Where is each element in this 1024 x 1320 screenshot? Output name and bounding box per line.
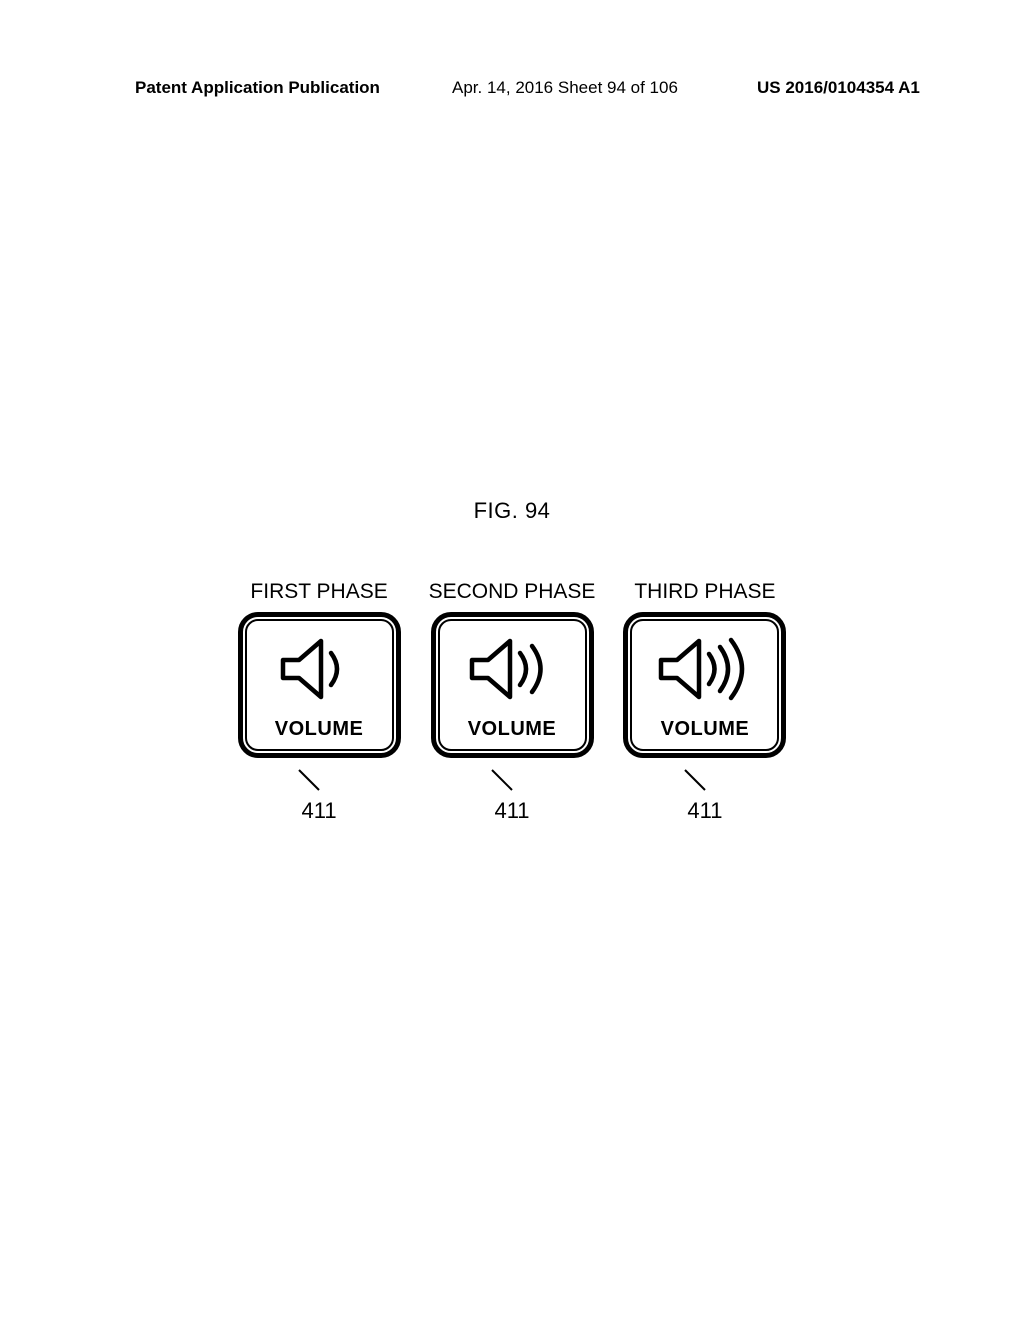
callout-2: 411 (482, 768, 542, 824)
callout-1: 411 (289, 768, 349, 824)
refnum-1: 411 (302, 798, 337, 824)
phase-title-3: THIRD PHASE (634, 580, 775, 604)
phase-col-1: FIRST PHASE VOLUME 411 (238, 580, 401, 824)
figure-label: FIG. 94 (0, 498, 1024, 524)
volume-label-2: VOLUME (436, 718, 589, 741)
volume-icon-3 (628, 628, 781, 710)
phases-row: FIRST PHASE VOLUME 411 SECOND PHASE (0, 580, 1024, 824)
header-publication: Patent Application Publication (135, 78, 380, 98)
volume-button-1[interactable]: VOLUME (238, 612, 401, 758)
refnum-2: 411 (494, 798, 529, 824)
volume-button-2[interactable]: VOLUME (431, 612, 594, 758)
header-date-sheet: Apr. 14, 2016 Sheet 94 of 106 (452, 78, 678, 98)
volume-icon-1 (243, 628, 396, 710)
phase-title-1: FIRST PHASE (250, 580, 387, 604)
phase-col-3: THIRD PHASE VOLUME 411 (623, 580, 786, 824)
callout-3: 411 (675, 768, 735, 824)
phase-col-2: SECOND PHASE VOLUME 411 (429, 580, 596, 824)
volume-label-3: VOLUME (628, 718, 781, 741)
header-pubnumber: US 2016/0104354 A1 (757, 78, 920, 98)
refnum-3: 411 (687, 798, 722, 824)
volume-icon-2 (436, 628, 589, 710)
phase-title-2: SECOND PHASE (429, 580, 596, 604)
volume-label-1: VOLUME (243, 718, 396, 741)
volume-button-3[interactable]: VOLUME (623, 612, 786, 758)
